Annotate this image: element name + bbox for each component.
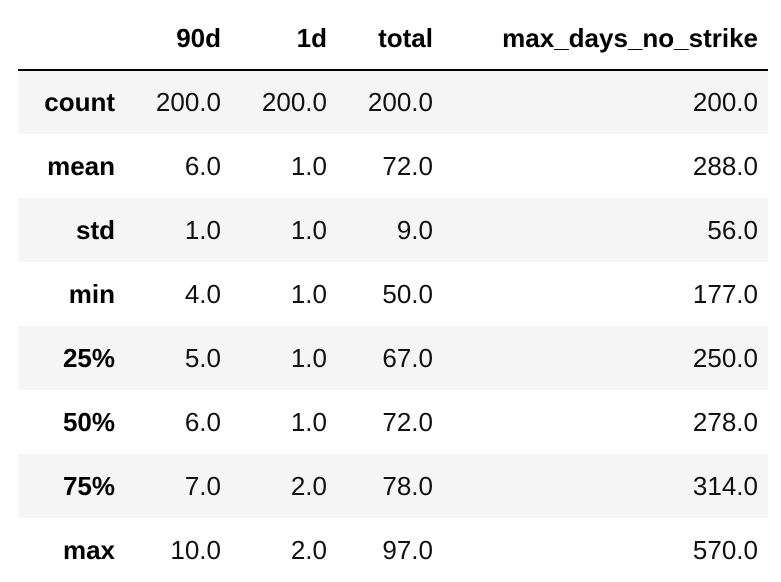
header-cell-1d: 1d xyxy=(231,7,337,71)
table-cell: 278.0 xyxy=(692,406,758,437)
table-cell: 67.0 xyxy=(382,342,433,373)
table-cell: 1.0 xyxy=(290,278,327,309)
table-cell: 5.0 xyxy=(184,342,221,373)
table-cell: 9.0 xyxy=(396,214,433,245)
header-cell-max-days-no-strike: max_days_no_strike xyxy=(443,7,768,71)
table-cell: 288.0 xyxy=(692,150,758,181)
row-index-label: max xyxy=(62,534,115,565)
table-cell: 200.0 xyxy=(367,87,433,117)
header-cell-total: total xyxy=(337,7,443,71)
table-cell: 177.0 xyxy=(692,278,758,309)
table-cell: 200.0 xyxy=(692,87,758,117)
table-row: std 1.0 1.0 9.0 56.0 xyxy=(18,198,768,262)
table-cell: 4.0 xyxy=(184,278,221,309)
row-index-label: min xyxy=(68,278,115,309)
table-cell: 2.0 xyxy=(290,470,327,501)
table-row: mean 6.0 1.0 72.0 288.0 xyxy=(18,134,768,198)
table-row: 25% 5.0 1.0 67.0 250.0 xyxy=(18,326,768,390)
table-cell: 6.0 xyxy=(184,150,221,181)
table-cell: 97.0 xyxy=(382,534,433,565)
table-row: count 200.0 200.0 200.0 200.0 xyxy=(18,70,768,134)
describe-table: 90d 1d total max_days_no_strike count 20… xyxy=(18,7,768,582)
table-cell: 2.0 xyxy=(290,534,327,565)
table-cell: 7.0 xyxy=(184,470,221,501)
table-cell: 10.0 xyxy=(170,534,221,565)
table-cell: 200.0 xyxy=(155,87,221,117)
table-cell: 50.0 xyxy=(382,278,433,309)
row-index-label: 75% xyxy=(62,470,115,501)
table-row: min 4.0 1.0 50.0 177.0 xyxy=(18,262,768,326)
row-index-label: count xyxy=(44,87,115,117)
table-row: 75% 7.0 2.0 78.0 314.0 xyxy=(18,454,768,518)
header-row: 90d 1d total max_days_no_strike xyxy=(18,7,768,71)
table-cell: 1.0 xyxy=(290,406,327,437)
table-cell: 1.0 xyxy=(290,214,327,245)
table-cell: 250.0 xyxy=(692,342,758,373)
row-index-label: 25% xyxy=(62,342,115,373)
table-row: 50% 6.0 1.0 72.0 278.0 xyxy=(18,390,768,454)
table-cell: 1.0 xyxy=(184,214,221,245)
row-index-label: std xyxy=(76,214,115,245)
header-cell-index xyxy=(18,7,125,71)
table-cell: 6.0 xyxy=(184,406,221,437)
table-cell: 72.0 xyxy=(382,150,433,181)
table-cell: 78.0 xyxy=(382,470,433,501)
table-cell: 1.0 xyxy=(290,342,327,373)
table-body: count 200.0 200.0 200.0 200.0 mean 6.0 1… xyxy=(18,70,768,582)
table-row: max 10.0 2.0 97.0 570.0 xyxy=(18,518,768,582)
table-cell: 314.0 xyxy=(692,470,758,501)
table-cell: 200.0 xyxy=(261,87,327,117)
table-cell: 56.0 xyxy=(707,214,758,245)
table-header: 90d 1d total max_days_no_strike xyxy=(18,7,768,71)
dataframe-output: 90d 1d total max_days_no_strike count 20… xyxy=(18,7,768,582)
table-cell: 570.0 xyxy=(692,534,758,565)
row-index-label: mean xyxy=(47,150,115,181)
row-index-label: 50% xyxy=(62,406,115,437)
table-cell: 72.0 xyxy=(382,406,433,437)
table-cell: 1.0 xyxy=(290,150,327,181)
header-cell-90d: 90d xyxy=(125,7,231,71)
